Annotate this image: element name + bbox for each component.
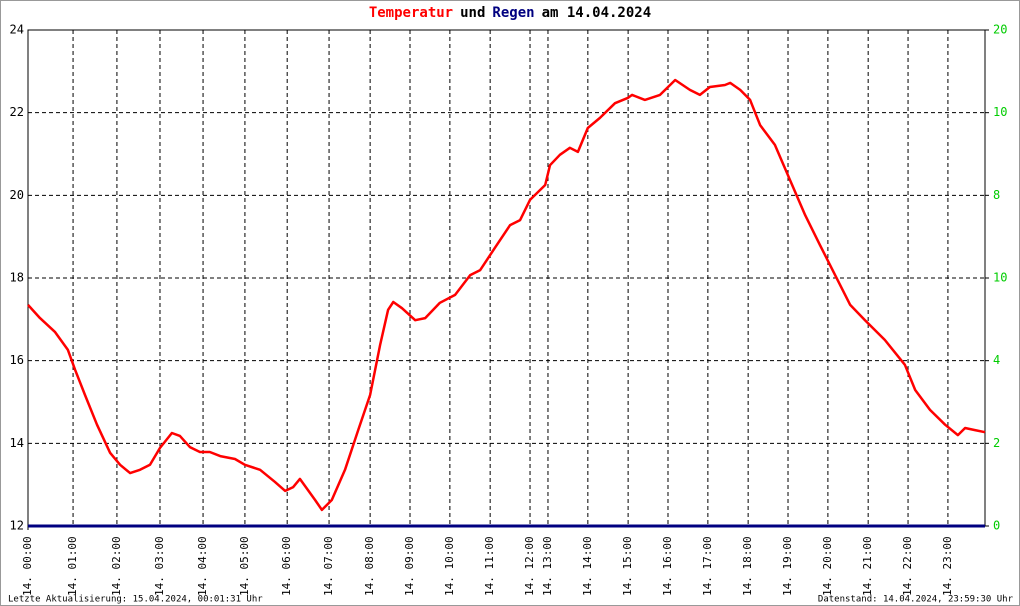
x-tick-label: 14. 16:00 <box>661 536 674 596</box>
y-tick-label: 20 <box>10 188 24 202</box>
y-tick-label: 22 <box>10 105 24 119</box>
chart-title: Temperatur und Regen am 14.04.2024 <box>369 5 651 21</box>
x-tick-label: 14. 15:00 <box>621 536 634 596</box>
x-tick-label: 14. 03:00 <box>153 536 166 596</box>
x-tick-label: 14. 07:00 <box>322 536 335 596</box>
x-tick-label: 14. 21:00 <box>861 536 874 596</box>
x-tick-label: 14. 14:00 <box>581 536 594 596</box>
title-part: Temperatur <box>369 5 453 21</box>
title-part: am 14.04.2024 <box>542 5 652 21</box>
y-tick-label: 12 <box>10 519 24 533</box>
y-tick-label: 14 <box>10 436 24 450</box>
y2-tick-label: 0 <box>993 519 1000 533</box>
x-tick-label: 14. 20:00 <box>821 536 834 596</box>
series-line <box>27 78 986 512</box>
footer-right: Datenstand: 14.04.2024, 23:59:30 Uhr <box>818 595 1014 605</box>
x-tick-label: 14. 10:00 <box>443 536 456 596</box>
x-tick-label: 14. 13:00 <box>541 536 554 596</box>
x-tick-label: 14. 23:00 <box>941 536 954 596</box>
x-tick-label: 14. 08:00 <box>363 536 376 596</box>
y2-tick-label: 2 <box>993 436 1000 450</box>
title-part: Regen <box>492 5 534 21</box>
x-tick-label: 14. 12:00 <box>523 536 536 596</box>
footer-left: Letzte Aktualisierung: 15.04.2024, 00:01… <box>8 595 263 605</box>
x-tick-label: 14. 18:00 <box>741 536 754 596</box>
y-tick-label: 16 <box>10 353 24 367</box>
y2-tick-label: 10 <box>993 105 1007 119</box>
y2-tick-label: 4 <box>993 353 1000 367</box>
y-tick-label: 24 <box>10 23 24 37</box>
y2-tick-label: 20 <box>993 23 1007 37</box>
x-tick-label: 14. 01:00 <box>66 536 79 596</box>
x-tick-label: 14. 05:00 <box>238 536 251 596</box>
x-tick-label: 14. 11:00 <box>483 536 496 596</box>
x-tick-label: 14. 17:00 <box>701 536 714 596</box>
x-tick-label: 14. 22:00 <box>901 536 914 596</box>
y2-tick-label: 8 <box>993 188 1000 202</box>
x-tick-label: 14. 09:00 <box>403 536 416 596</box>
x-tick-label: 14. 02:00 <box>110 536 123 596</box>
x-tick-label: 14. 06:00 <box>280 536 293 596</box>
x-tick-label: 14. 04:00 <box>196 536 209 596</box>
x-tick-label: 14. 00:00 <box>21 536 34 596</box>
y2-tick-label: 10 <box>993 271 1007 285</box>
title-part: und <box>460 5 485 21</box>
x-tick-label: 14. 19:00 <box>781 536 794 596</box>
y-tick-label: 18 <box>10 271 24 285</box>
